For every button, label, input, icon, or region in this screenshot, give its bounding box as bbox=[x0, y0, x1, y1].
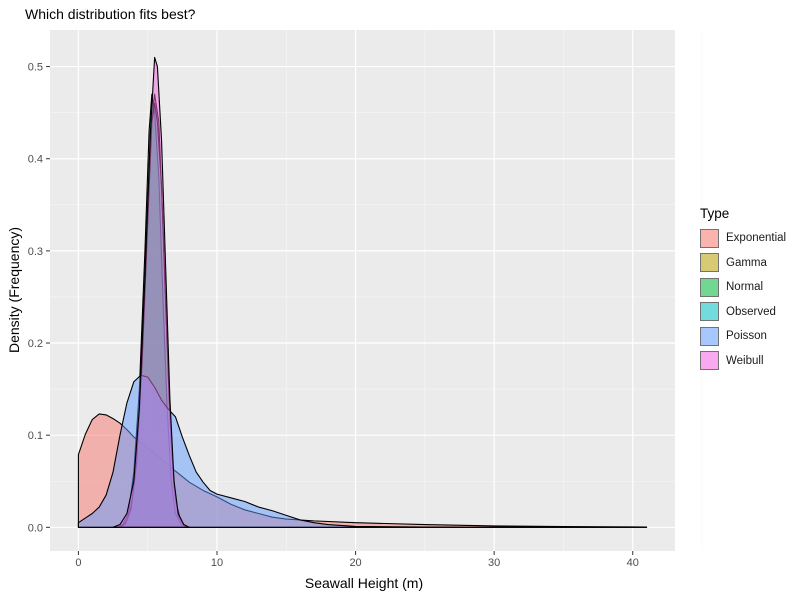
legend-swatch bbox=[700, 326, 719, 346]
legend-swatch bbox=[700, 253, 719, 273]
legend-item-gamma: Gamma bbox=[700, 251, 798, 276]
legend-item-exponential: Exponential bbox=[700, 226, 798, 251]
legend-swatch bbox=[700, 228, 719, 248]
y-tick-label: 0.0 bbox=[28, 522, 43, 534]
y-tick-label: 0.1 bbox=[28, 430, 43, 442]
legend-swatch bbox=[700, 302, 719, 322]
y-tick-label: 0.5 bbox=[28, 62, 43, 74]
legend-item-observed: Observed bbox=[700, 300, 798, 325]
legend-label: Gamma bbox=[726, 256, 767, 269]
y-axis-label: Density (Frequency) bbox=[6, 226, 22, 354]
legend-label: Poisson bbox=[726, 330, 767, 343]
y-tick-label: 0.2 bbox=[28, 338, 43, 350]
y-axis: 0.0 0.1 0.2 0.3 0.4 0.5 bbox=[28, 62, 50, 534]
legend-label: Exponential bbox=[726, 232, 787, 245]
x-axis-label: Seawall Height (m) bbox=[304, 575, 424, 591]
x-tick-label: 20 bbox=[349, 557, 361, 569]
x-tick-label: 30 bbox=[488, 557, 500, 569]
legend-item-weibull: Weibull bbox=[700, 349, 798, 374]
chart-title: Which distribution fits best? bbox=[25, 6, 196, 22]
legend-items: Exponential Gamma Normal Observed Poisson Wei… bbox=[700, 226, 798, 373]
legend-item-normal: Normal bbox=[700, 275, 798, 300]
legend-swatch bbox=[700, 277, 719, 297]
legend: Type Exponential Gamma Normal Observed Poiss… bbox=[700, 206, 798, 373]
legend-label: Weibull bbox=[726, 354, 764, 367]
x-axis: 0 10 20 30 40 bbox=[75, 551, 639, 569]
legend-label: Normal bbox=[726, 281, 764, 294]
legend-swatch bbox=[700, 351, 719, 371]
x-tick-label: 40 bbox=[627, 557, 639, 569]
y-tick-label: 0.4 bbox=[28, 154, 43, 166]
series-layer bbox=[77, 56, 648, 528]
legend-title: Type bbox=[700, 206, 730, 221]
legend-item-poisson: Poisson bbox=[700, 324, 798, 349]
y-tick-label: 0.3 bbox=[28, 246, 43, 258]
x-tick-label: 10 bbox=[211, 557, 223, 569]
x-tick-label: 0 bbox=[75, 557, 81, 569]
series-weibull-area bbox=[112, 56, 190, 528]
legend-label: Observed bbox=[726, 305, 776, 318]
